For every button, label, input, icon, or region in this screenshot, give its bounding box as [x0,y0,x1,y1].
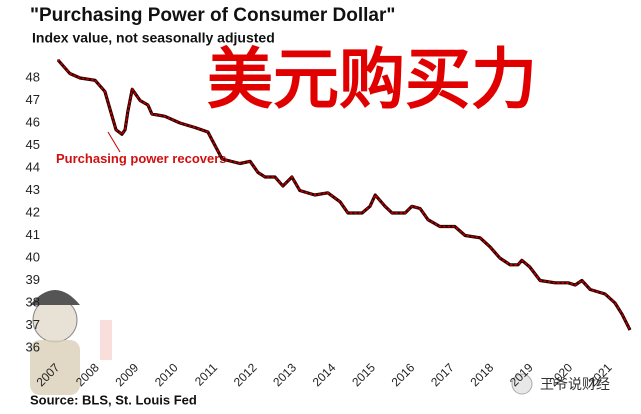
overlay-title: 美元购买力 [207,41,537,118]
y-tick-label: 38 [26,294,40,309]
y-tick-label: 46 [26,114,40,129]
x-tick-label: 2011 [192,360,220,388]
mascot [30,290,112,395]
y-tick-label: 47 [26,92,40,107]
x-tick-label: 2014 [310,360,339,389]
y-tick-label: 43 [26,182,40,197]
y-tick-label: 40 [26,249,40,264]
x-tick-label: 2010 [152,360,181,389]
annotation-text: Purchasing power recovers [56,151,227,166]
annotation: Purchasing power recovers [56,151,227,166]
watermark-icon [511,373,533,395]
x-tick-label: 2012 [231,360,260,389]
watermark: 王爷说财经 [540,377,610,393]
x-tick-label: 2017 [428,360,457,389]
source: Source: BLS, St. Louis Fed [30,392,197,407]
chart-subtitle: Index value, not seasonally adjusted [32,30,275,46]
x-tick-label: 2015 [349,360,378,389]
data-line-dots [57,59,631,331]
x-tick-label: 2009 [112,360,141,389]
y-tick-label: 44 [26,159,40,174]
y-tick-label: 37 [26,317,40,332]
y-tick-label: 39 [26,272,40,287]
chart-title: "Purchasing Power of Consumer Dollar" [30,5,395,26]
y-tick-label: 41 [26,227,40,242]
y-tick-label: 42 [26,204,40,219]
x-tick-label: 2016 [389,360,418,389]
x-tick-label: 2013 [270,360,299,389]
y-tick-label: 48 [26,69,40,84]
annotation-leader [107,131,121,153]
y-tick-label: 45 [26,137,40,152]
y-tick-label: 36 [26,339,40,354]
x-tick-label: 2018 [468,360,497,389]
